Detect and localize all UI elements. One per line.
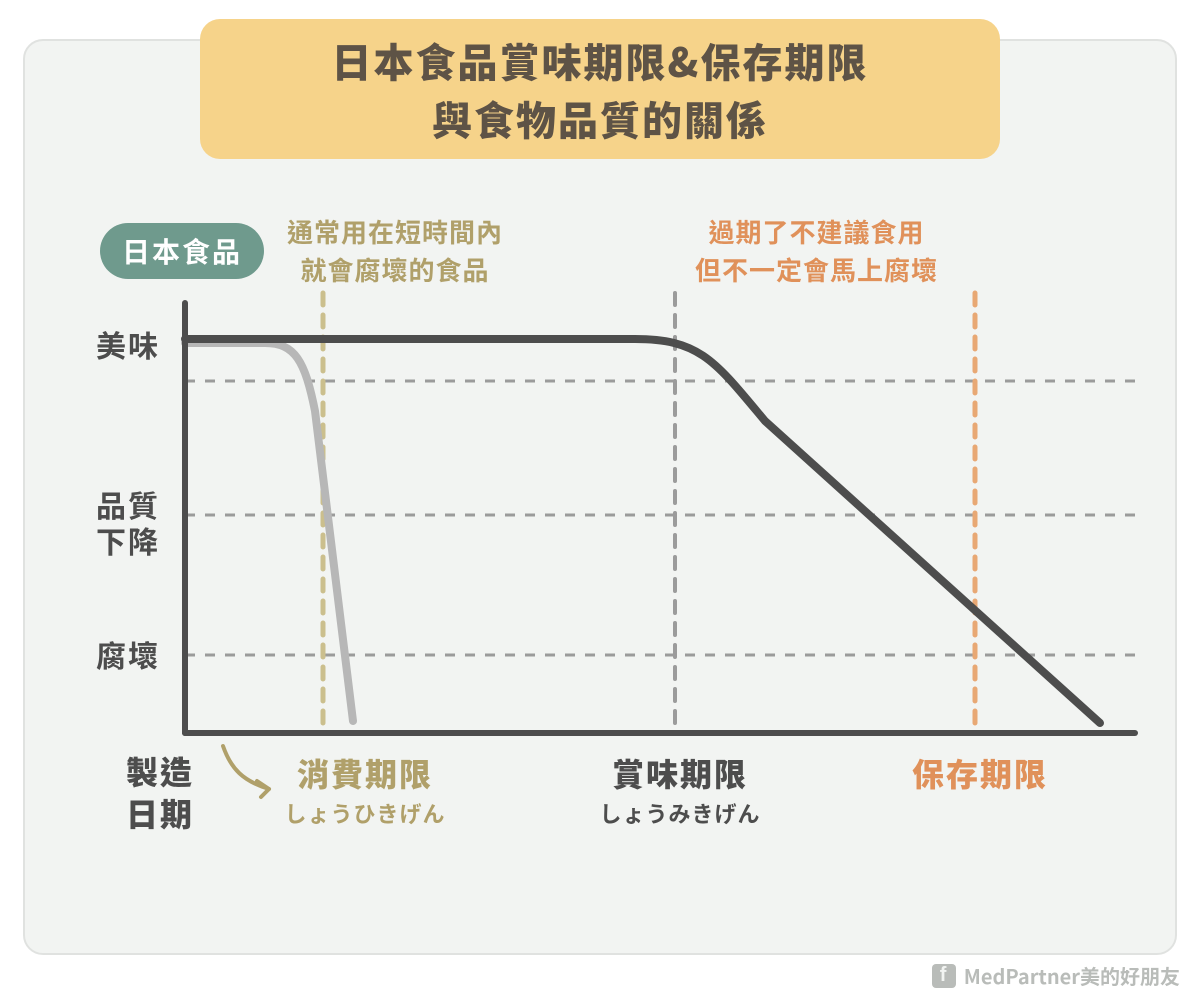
- xlabel-shohi: 消費期限 しょうひきげん: [250, 753, 480, 827]
- up-arrow: [323, 223, 443, 343]
- xlabel-shohi-main: 消費期限: [250, 753, 480, 795]
- xlabel-shomi-sub: しょうみきげん: [565, 799, 795, 828]
- xlabel-hozon-main: 保存期限: [865, 753, 1095, 795]
- infographic-card: 日本食品賞味期限&保存期限 與食物品質的關係 日本食品 通常用在短時間內 就會腐…: [23, 39, 1177, 955]
- xlabel-hozon: 保存期限: [865, 753, 1095, 795]
- xlabel-shomi: 賞味期限 しょうみきげん: [565, 753, 795, 827]
- credit-text: MedPartner美的好朋友: [964, 961, 1180, 990]
- xlabel-shomi-main: 賞味期限: [565, 753, 795, 795]
- facebook-icon: [932, 964, 956, 988]
- xlabel-mfg: 製造日期: [95, 751, 225, 834]
- arrow-path: [243, 583, 410, 766]
- credit: MedPartner美的好朋友: [932, 961, 1180, 990]
- xlabel-mfg-main: 製造日期: [95, 751, 225, 834]
- xlabel-shohi-sub: しょうひきげん: [250, 799, 480, 828]
